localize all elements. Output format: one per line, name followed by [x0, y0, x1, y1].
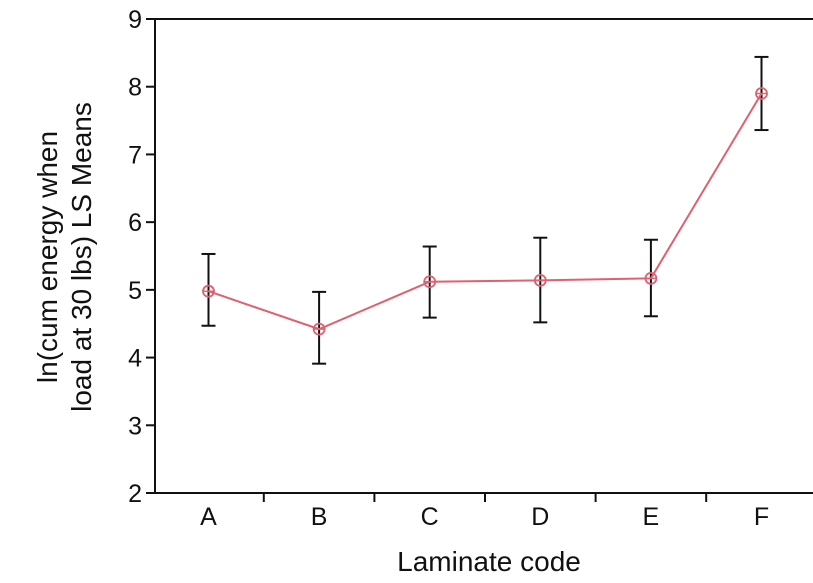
data-point	[312, 322, 326, 336]
y-axis-title-line-1: ln(cum energy when	[32, 131, 63, 383]
x-tick-label: E	[643, 503, 660, 531]
x-axis-title: Laminate code	[397, 546, 581, 577]
data-point	[644, 271, 658, 285]
x-tick-label: D	[531, 503, 549, 531]
y-tick-label: 7	[128, 141, 142, 169]
x-tick-label: B	[311, 503, 328, 531]
y-axis: 2 3 4 5 6 7 8 9	[128, 6, 155, 508]
x-tick-label: A	[200, 503, 217, 531]
error-bar	[201, 252, 216, 327]
x-tick-label: C	[421, 503, 439, 531]
x-axis: A B C D E F	[200, 493, 769, 531]
y-tick-label: 2	[128, 480, 142, 508]
y-tick-label: 8	[128, 74, 142, 102]
y-tick-label: 6	[128, 209, 142, 237]
data-point	[423, 275, 437, 289]
data-point	[202, 284, 215, 298]
mean-line	[208, 92, 763, 331]
y-tick-label: 3	[128, 412, 142, 440]
series-line	[208, 92, 763, 331]
error-bar	[312, 290, 327, 365]
y-tick-label: 9	[128, 6, 142, 34]
y-axis-title-line-2: load at 30 lbs) LS Means	[66, 102, 97, 412]
data-points	[202, 87, 768, 336]
x-tick-label: F	[754, 503, 769, 531]
y-tick-label: 4	[128, 345, 142, 373]
data-point	[755, 87, 768, 100]
data-point	[533, 273, 547, 287]
error-bars	[201, 55, 769, 365]
y-tick-label: 5	[128, 277, 142, 305]
y-axis-title: ln(cum energy when load at 30 lbs) LS Me…	[32, 102, 97, 412]
